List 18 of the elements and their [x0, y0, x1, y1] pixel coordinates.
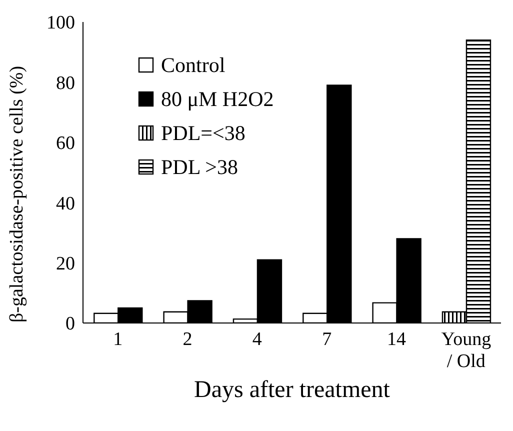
legend-label: PDL >38 — [161, 154, 238, 180]
y-axis-title: β-galactosidase-positive cells (%) — [6, 66, 28, 322]
x-tick-label: 1 — [113, 329, 123, 350]
y-tick-label: 80 — [56, 72, 75, 94]
y-tick-label: 60 — [56, 133, 75, 154]
y-tick-label: 40 — [56, 193, 75, 214]
x-axis-title: Days after treatment — [194, 377, 390, 403]
x-tick-label: 14 — [387, 329, 406, 350]
x-tick-label: 7 — [322, 329, 332, 350]
legend-label: Control — [161, 52, 226, 78]
x-tick-label: 4 — [252, 329, 262, 350]
y-tick-label: 100 — [46, 12, 75, 34]
x-tick-label: Young / Old — [441, 329, 492, 372]
legend-label: PDL=<38 — [161, 120, 246, 146]
legend-label: 80 μM H2O2 — [161, 86, 274, 112]
x-tick-label: 2 — [182, 329, 192, 350]
y-tick-label: 20 — [56, 254, 75, 275]
y-tick-label: 0 — [66, 314, 75, 335]
